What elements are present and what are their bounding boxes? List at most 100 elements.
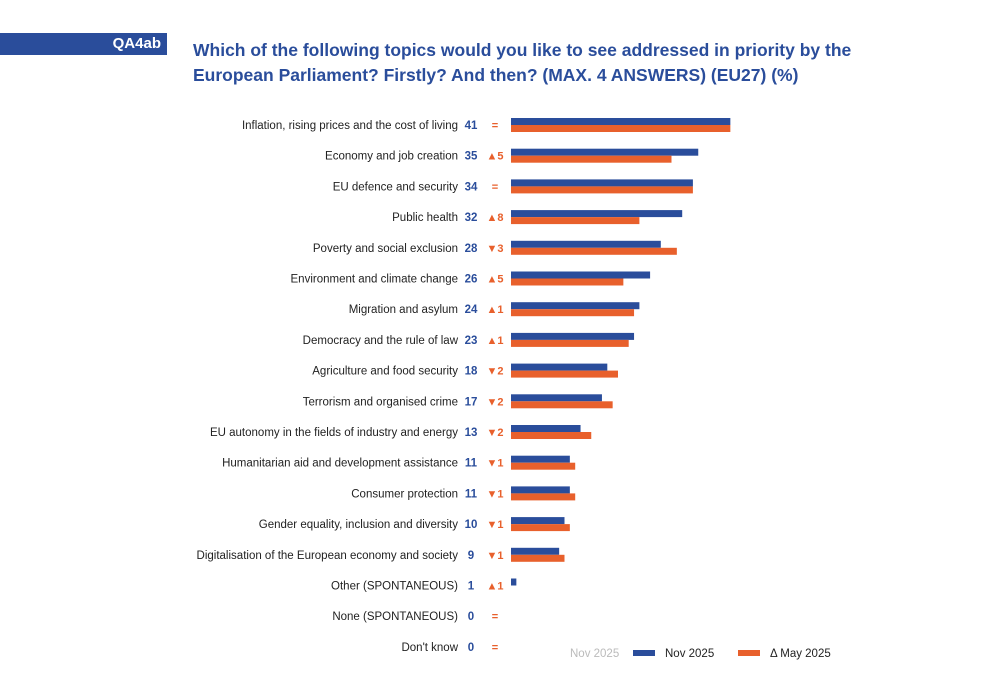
value-label: 0 [468, 611, 474, 623]
legend-faint-label: Nov 2025 [570, 648, 619, 660]
bar-may-2025 [511, 186, 693, 194]
change-label: ▲1 [486, 335, 503, 347]
bar-nov-2025 [511, 240, 661, 248]
category-label: None (SPONTANEOUS) [332, 611, 458, 623]
bar-nov-2025 [511, 517, 565, 525]
bar-may-2025 [511, 493, 576, 501]
value-label: 11 [465, 488, 478, 500]
bar-nov-2025 [511, 148, 699, 156]
category-label: Agriculture and food security [312, 366, 458, 378]
value-label: 23 [465, 335, 478, 347]
value-label: 11 [465, 458, 478, 470]
bar-row: Gender equality, inclusion and diversity… [259, 517, 570, 532]
value-label: 10 [465, 519, 478, 531]
change-label: = [492, 181, 498, 193]
category-label: EU defence and security [333, 181, 459, 193]
bar-nov-2025 [511, 179, 693, 187]
bar-row: Inflation, rising prices and the cost of… [242, 118, 731, 132]
bar-may-2025 [511, 339, 629, 347]
bar-nov-2025 [511, 271, 651, 279]
change-label: = [492, 120, 498, 132]
value-label: 9 [468, 550, 474, 562]
change-label: ▼1 [486, 550, 503, 562]
bar-nov-2025 [511, 547, 560, 555]
value-label: 32 [465, 212, 478, 224]
bar-nov-2025 [511, 486, 570, 494]
chart-legend: Nov 2025 Nov 2025 Δ May 2025 [570, 648, 831, 660]
bar-may-2025 [511, 247, 677, 255]
bar-nov-2025 [511, 210, 683, 218]
bar-nov-2025 [511, 118, 731, 125]
change-label: = [492, 611, 498, 623]
question-code-tag: QA4ab [0, 33, 167, 55]
change-label: ▼1 [486, 458, 503, 470]
bar-row: Public health 32 ▲8 [392, 210, 683, 225]
chart-title: Which of the following topics would you … [193, 40, 852, 85]
category-label: Public health [392, 212, 458, 224]
bar-row: Digitalisation of the European economy a… [197, 547, 565, 562]
change-label: ▲1 [486, 304, 503, 316]
change-label: ▲5 [486, 151, 503, 163]
category-label: Digitalisation of the European economy a… [197, 550, 459, 562]
category-label: Gender equality, inclusion and diversity [259, 519, 458, 531]
category-label: Consumer protection [351, 488, 458, 500]
value-label: 13 [465, 427, 478, 439]
bar-nov-2025 [511, 578, 517, 586]
category-label: Humanitarian aid and development assista… [222, 458, 458, 470]
change-label: ▼2 [486, 396, 503, 408]
category-label: Inflation, rising prices and the cost of… [242, 120, 458, 132]
value-label: 24 [465, 304, 478, 316]
category-label: Don't know [401, 642, 458, 654]
legend-label-nov-2025: Nov 2025 [665, 648, 714, 660]
category-label: Terrorism and organised crime [303, 396, 458, 408]
change-label: ▼1 [486, 488, 503, 500]
bar-may-2025 [511, 125, 731, 132]
bar-row: Don't know 0 = [401, 642, 498, 654]
category-label: EU autonomy in the fields of industry an… [210, 427, 458, 439]
bar-nov-2025 [511, 363, 608, 371]
bar-may-2025 [511, 217, 640, 225]
change-label: = [492, 642, 498, 654]
bar-may-2025 [511, 554, 565, 562]
change-label: ▼2 [486, 366, 503, 378]
legend-swatch-nov-2025 [633, 650, 655, 656]
value-label: 26 [465, 274, 478, 286]
bar-may-2025 [511, 462, 576, 470]
change-label: ▲1 [486, 581, 503, 593]
bar-row: Migration and asylum 24 ▲1 [349, 302, 640, 317]
bar-row: Other (SPONTANEOUS) 1 ▲1 [331, 578, 517, 593]
bar-row: Poverty and social exclusion 28 ▼3 [313, 240, 677, 255]
legend-label-may-2025: Δ May 2025 [770, 648, 831, 660]
change-label: ▼3 [486, 243, 503, 255]
category-label: Migration and asylum [349, 304, 458, 316]
bar-row: Democracy and the rule of law 23 ▲1 [303, 332, 635, 347]
category-label: Poverty and social exclusion [313, 243, 458, 255]
bar-may-2025 [511, 309, 635, 317]
question-code: QA4ab [112, 35, 161, 52]
bar-row: None (SPONTANEOUS) 0 = [332, 611, 498, 623]
bar-may-2025 [511, 370, 618, 378]
change-label: ▲5 [486, 274, 503, 286]
value-label: 18 [465, 366, 478, 378]
bar-may-2025 [511, 155, 672, 163]
category-label: Economy and job creation [325, 151, 458, 163]
chart-rows: Inflation, rising prices and the cost of… [197, 118, 731, 654]
bar-row: Economy and job creation 35 ▲5 [325, 148, 699, 163]
value-label: 34 [465, 181, 478, 193]
bar-row: Terrorism and organised crime 17 ▼2 [303, 394, 613, 409]
value-label: 0 [468, 642, 474, 654]
bar-may-2025 [511, 278, 624, 286]
bar-nov-2025 [511, 394, 602, 402]
value-label: 1 [468, 581, 475, 593]
value-label: 41 [465, 120, 478, 132]
bar-row: Humanitarian aid and development assista… [222, 455, 576, 470]
change-label: ▲8 [486, 212, 503, 224]
bar-row: EU autonomy in the fields of industry an… [210, 425, 592, 439]
bar-row: Consumer protection 11 ▼1 [351, 486, 576, 501]
bar-nov-2025 [511, 302, 640, 310]
bar-nov-2025 [511, 332, 635, 340]
value-label: 17 [465, 396, 478, 408]
bar-nov-2025 [511, 455, 570, 463]
value-label: 28 [465, 243, 478, 255]
